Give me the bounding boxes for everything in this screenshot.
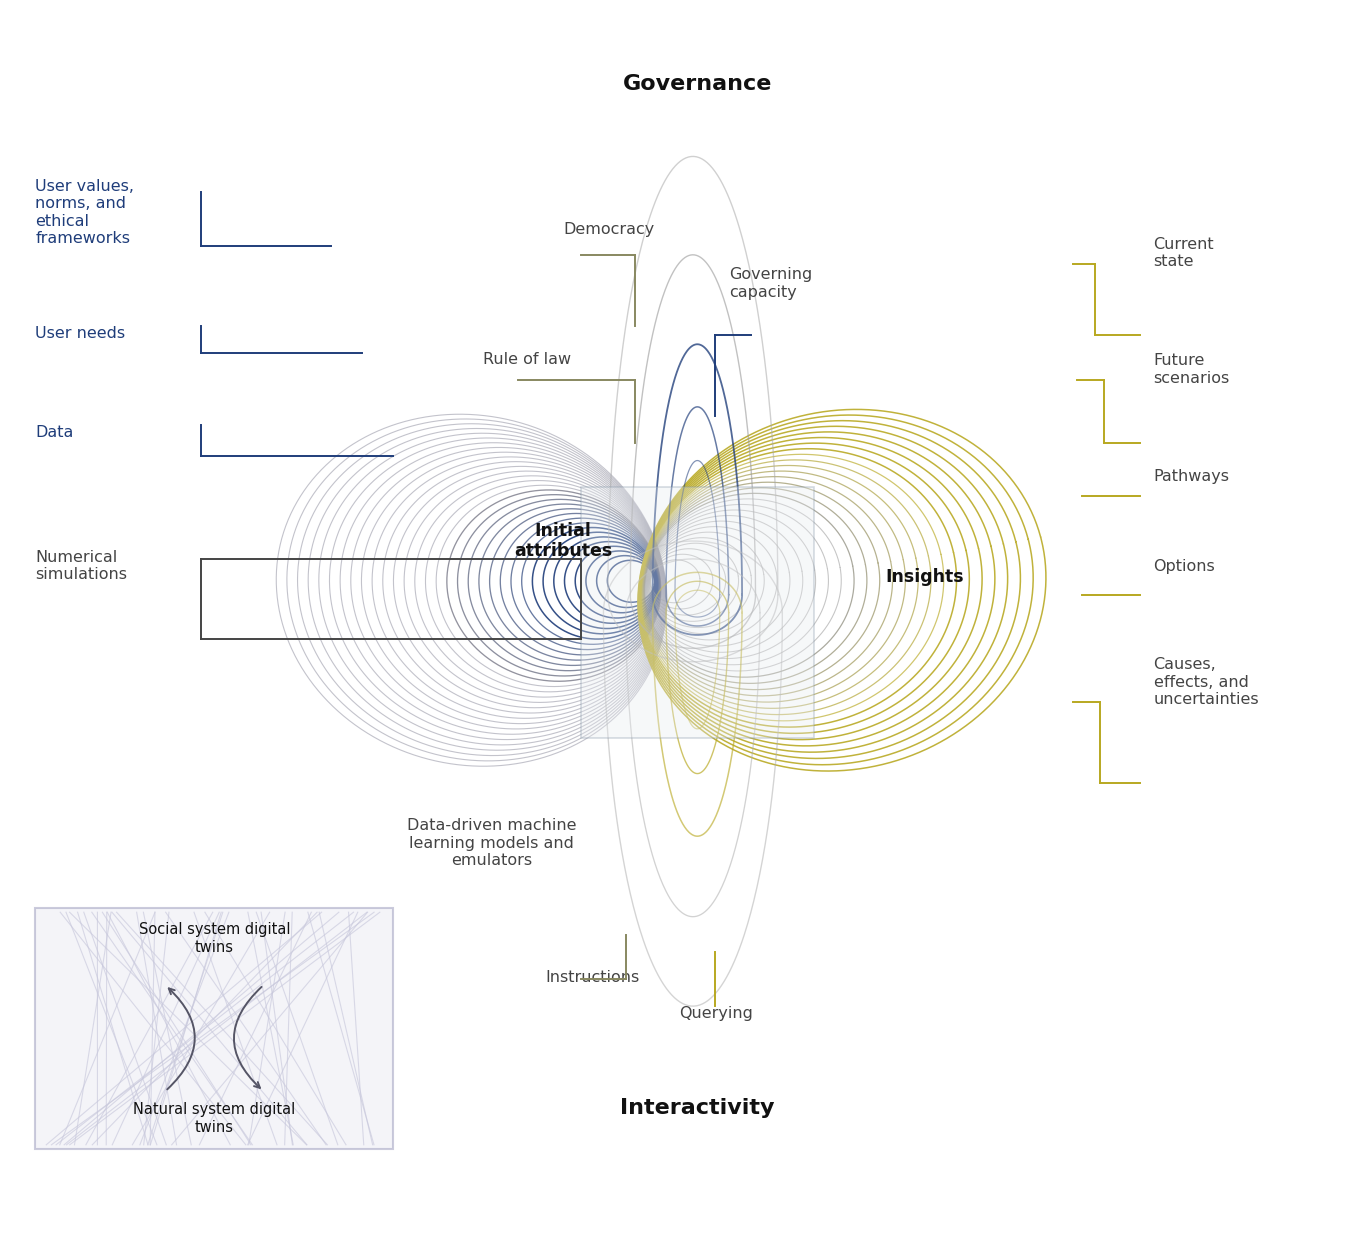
- Bar: [580, 487, 814, 737]
- Text: Rule of law: Rule of law: [483, 352, 571, 367]
- Text: Governance: Governance: [622, 74, 772, 94]
- Text: Instructions: Instructions: [545, 970, 640, 985]
- Text: Data-driven machine
learning models and
emulators: Data-driven machine learning models and …: [406, 819, 576, 868]
- Text: Future
scenarios: Future scenarios: [1153, 353, 1230, 386]
- Text: Initial
attributes: Initial attributes: [514, 522, 613, 561]
- Text: Options: Options: [1153, 558, 1215, 573]
- Text: Insights: Insights: [886, 568, 964, 586]
- Text: Interactivity: Interactivity: [620, 1098, 775, 1118]
- Text: User values,
norms, and
ethical
frameworks: User values, norms, and ethical framewor…: [35, 179, 135, 245]
- Text: Democracy: Democracy: [563, 222, 655, 237]
- Text: Pathways: Pathways: [1153, 470, 1230, 485]
- Text: Querying: Querying: [679, 1007, 753, 1022]
- Text: Numerical
simulations: Numerical simulations: [35, 550, 127, 582]
- Text: Natural system digital
twins: Natural system digital twins: [134, 1102, 296, 1134]
- Text: Data: Data: [35, 424, 74, 439]
- Text: Current
state: Current state: [1153, 237, 1214, 269]
- Text: Social system digital
twins: Social system digital twins: [139, 923, 290, 954]
- Text: Causes,
effects, and
uncertainties: Causes, effects, and uncertainties: [1153, 657, 1260, 707]
- Bar: [35, 908, 393, 1149]
- Text: User needs: User needs: [35, 327, 126, 342]
- Text: Governing
capacity: Governing capacity: [729, 267, 811, 299]
